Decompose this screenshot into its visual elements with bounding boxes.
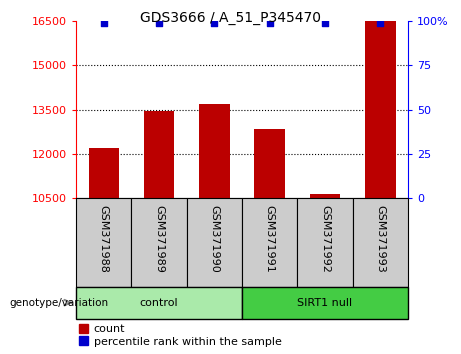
Point [321,20,329,26]
Point [266,20,273,26]
Point [211,20,218,26]
Text: GSM371989: GSM371989 [154,205,164,273]
Text: control: control [140,298,178,308]
Point [100,20,107,26]
Bar [365,1,396,198]
Bar [187,198,242,287]
Bar [254,129,285,198]
Bar [353,198,408,287]
Text: GSM371990: GSM371990 [209,205,219,273]
Bar [89,148,119,198]
Text: GDS3666 / A_51_P345470: GDS3666 / A_51_P345470 [140,11,321,25]
Bar [144,111,174,198]
Bar [242,287,408,319]
Bar [310,194,340,198]
Point [155,20,163,26]
Text: GSM371988: GSM371988 [99,205,109,273]
Bar [297,198,353,287]
Text: genotype/variation: genotype/variation [9,298,108,308]
Bar [131,198,187,287]
Bar [242,198,297,287]
Bar [199,104,230,198]
Text: GSM371993: GSM371993 [375,205,385,273]
Text: GSM371992: GSM371992 [320,205,330,273]
Bar [76,287,242,319]
Text: SIRT1 null: SIRT1 null [297,298,353,308]
Legend: count, percentile rank within the sample: count, percentile rank within the sample [79,324,282,347]
Text: GSM371991: GSM371991 [265,205,275,273]
Point [377,20,384,26]
Bar [76,198,131,287]
